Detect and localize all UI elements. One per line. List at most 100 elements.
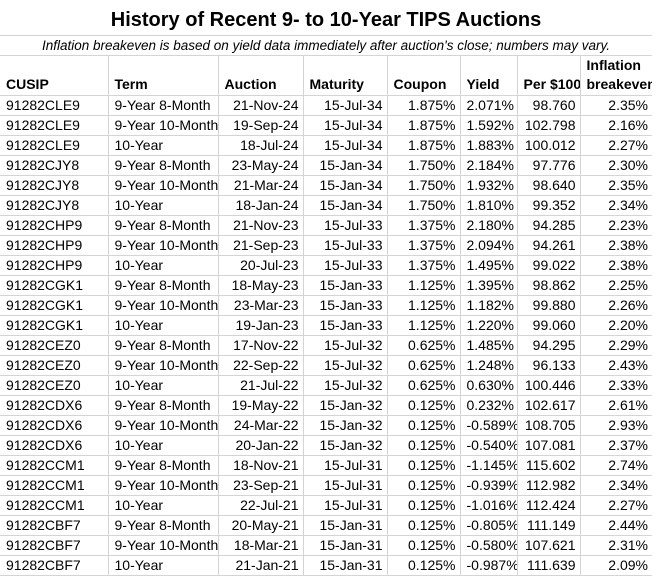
- cell-yield: 2.184%: [460, 155, 518, 176]
- cell-term: 9-Year 10-Month: [108, 295, 219, 316]
- cell-cusip: 91282CDX6: [0, 415, 109, 436]
- cell-inflation-breakeven: 2.93%: [580, 415, 652, 436]
- cell-coupon: 0.125%: [387, 455, 461, 476]
- cell-maturity-date: 15-Jan-34: [303, 195, 388, 216]
- cell-yield: 1.395%: [460, 275, 518, 296]
- cell-term: 9-Year 8-Month: [108, 95, 219, 116]
- cell-term: 9-Year 10-Month: [108, 175, 219, 196]
- tips-auctions-table: CUSIP Term Auction Maturity Coupon Yield…: [0, 56, 652, 576]
- cell-auction-date: 19-Jan-23: [218, 315, 304, 336]
- cell-cusip: 91282CDX6: [0, 395, 109, 416]
- cell-yield: -0.805%: [460, 515, 518, 536]
- cell-price-per-100: 94.261: [517, 235, 581, 256]
- cell-cusip: 91282CBF7: [0, 515, 109, 536]
- cell-term: 10-Year: [108, 375, 219, 396]
- cell-yield: 2.180%: [460, 215, 518, 236]
- cell-auction-date: 21-Nov-24: [218, 95, 304, 116]
- cell-coupon: 0.125%: [387, 395, 461, 416]
- cell-coupon: 1.875%: [387, 115, 461, 136]
- cell-inflation-breakeven: 2.20%: [580, 315, 652, 336]
- header-price: Per $100: [517, 56, 581, 96]
- cell-cusip: 91282CLE9: [0, 115, 109, 136]
- cell-auction-date: 23-May-24: [218, 155, 304, 176]
- cell-price-per-100: 94.285: [517, 215, 581, 236]
- cell-cusip: 91282CEZ0: [0, 375, 109, 396]
- cell-yield: 1.182%: [460, 295, 518, 316]
- cell-cusip: 91282CJY8: [0, 195, 109, 216]
- cell-term: 9-Year 8-Month: [108, 455, 219, 476]
- cell-maturity-date: 15-Jul-33: [303, 235, 388, 256]
- cell-price-per-100: 98.862: [517, 275, 581, 296]
- table-row: 91282CEZ0 9-Year 8-Month 17-Nov-22 15-Jul-3…: [0, 335, 652, 356]
- table-row: 91282CJY8 10-Year 18-Jan-24 15-Jan-34 1.750%…: [0, 195, 652, 216]
- table-row: 91282CBF7 9-Year 8-Month 20-May-21 15-Jan-3…: [0, 515, 652, 536]
- cell-cusip: 91282CLE9: [0, 95, 109, 116]
- cell-coupon: 1.125%: [387, 275, 461, 296]
- cell-cusip: 91282CHP9: [0, 255, 109, 276]
- header-inflation-breakeven: Inflation breakeven: [580, 56, 652, 96]
- cell-inflation-breakeven: 2.44%: [580, 515, 652, 536]
- cell-coupon: 1.375%: [387, 235, 461, 256]
- cell-term: 9-Year 10-Month: [108, 115, 219, 136]
- cell-auction-date: 22-Sep-22: [218, 355, 304, 376]
- cell-inflation-breakeven: 2.26%: [580, 295, 652, 316]
- cell-cusip: 91282CHP9: [0, 215, 109, 236]
- cell-auction-date: 20-May-21: [218, 515, 304, 536]
- cell-term: 10-Year: [108, 555, 219, 576]
- cell-auction-date: 23-Mar-23: [218, 295, 304, 316]
- cell-price-per-100: 115.602: [517, 455, 581, 476]
- cell-auction-date: 21-Mar-24: [218, 175, 304, 196]
- cell-auction-date: 18-Mar-21: [218, 535, 304, 556]
- header-auction: Auction: [218, 56, 304, 96]
- cell-maturity-date: 15-Jan-34: [303, 175, 388, 196]
- cell-yield: 1.592%: [460, 115, 518, 136]
- cell-yield: 1.495%: [460, 255, 518, 276]
- cell-price-per-100: 99.880: [517, 295, 581, 316]
- cell-price-per-100: 100.012: [517, 135, 581, 156]
- cell-maturity-date: 15-Jul-34: [303, 135, 388, 156]
- cell-cusip: 91282CJY8: [0, 155, 109, 176]
- cell-cusip: 91282CCM1: [0, 475, 109, 496]
- table-row: 91282CHP9 9-Year 8-Month 21-Nov-23 15-Jul-3…: [0, 215, 652, 236]
- cell-cusip: 91282CCM1: [0, 455, 109, 476]
- cell-yield: 0.232%: [460, 395, 518, 416]
- cell-inflation-breakeven: 2.29%: [580, 335, 652, 356]
- cell-term: 9-Year 10-Month: [108, 355, 219, 376]
- cell-auction-date: 19-Sep-24: [218, 115, 304, 136]
- cell-term: 9-Year 10-Month: [108, 535, 219, 556]
- cell-cusip: 91282CEZ0: [0, 335, 109, 356]
- header-term: Term: [108, 56, 219, 96]
- table-row: 91282CEZ0 9-Year 10-Month 22-Sep-22 15-Jul-…: [0, 355, 652, 376]
- cell-inflation-breakeven: 2.35%: [580, 175, 652, 196]
- cell-cusip: 91282CBF7: [0, 535, 109, 556]
- cell-inflation-breakeven: 2.34%: [580, 195, 652, 216]
- table-row: 91282CHP9 9-Year 10-Month 21-Sep-23 15-Jul-…: [0, 235, 652, 256]
- cell-coupon: 0.125%: [387, 415, 461, 436]
- table-row: 91282CCM1 9-Year 10-Month 23-Sep-21 15-Jul-…: [0, 475, 652, 496]
- page-title: History of Recent 9- to 10-Year TIPS Auc…: [0, 0, 652, 36]
- cell-cusip: 91282CGK1: [0, 295, 109, 316]
- cell-inflation-breakeven: 2.25%: [580, 275, 652, 296]
- cell-term: 10-Year: [108, 435, 219, 456]
- cell-inflation-breakeven: 2.74%: [580, 455, 652, 476]
- cell-price-per-100: 107.621: [517, 535, 581, 556]
- cell-term: 9-Year 8-Month: [108, 215, 219, 236]
- cell-cusip: 91282CLE9: [0, 135, 109, 156]
- cell-maturity-date: 15-Jan-33: [303, 275, 388, 296]
- cell-inflation-breakeven: 2.38%: [580, 235, 652, 256]
- cell-coupon: 0.125%: [387, 535, 461, 556]
- cell-maturity-date: 15-Jan-31: [303, 535, 388, 556]
- cell-maturity-date: 15-Jan-31: [303, 515, 388, 536]
- cell-inflation-breakeven: 2.61%: [580, 395, 652, 416]
- cell-yield: 1.248%: [460, 355, 518, 376]
- cell-inflation-breakeven: 2.30%: [580, 155, 652, 176]
- cell-price-per-100: 97.776: [517, 155, 581, 176]
- cell-yield: 2.094%: [460, 235, 518, 256]
- cell-maturity-date: 15-Jul-34: [303, 115, 388, 136]
- cell-price-per-100: 96.133: [517, 355, 581, 376]
- cell-coupon: 0.125%: [387, 495, 461, 516]
- cell-maturity-date: 15-Jul-31: [303, 455, 388, 476]
- cell-auction-date: 21-Jul-22: [218, 375, 304, 396]
- cell-inflation-breakeven: 2.27%: [580, 135, 652, 156]
- table-row: 91282CBF7 10-Year 21-Jan-21 15-Jan-31 0.125%…: [0, 555, 652, 576]
